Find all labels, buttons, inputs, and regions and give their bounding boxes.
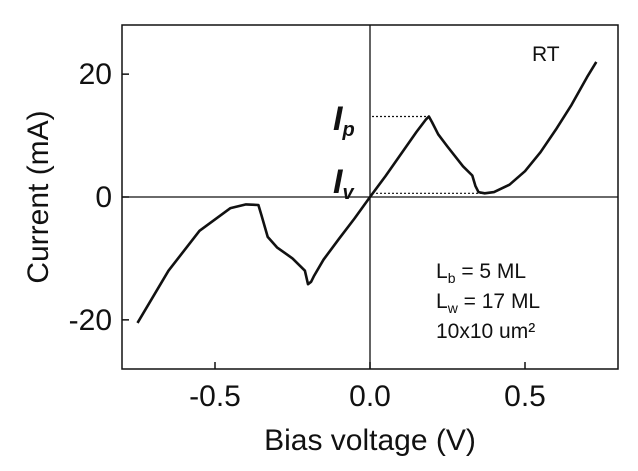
well-width-label: Lw = 17 ML bbox=[436, 290, 540, 316]
barrier-width-label: Lb = 5 ML bbox=[436, 260, 526, 286]
x-tick-label: -0.5 bbox=[189, 380, 241, 413]
y-tick-label: 20 bbox=[79, 58, 112, 91]
valley-current-label: Iv bbox=[333, 163, 355, 204]
x-tick-label: 0.5 bbox=[504, 380, 546, 413]
device-area-label: 10x10 um² bbox=[436, 320, 535, 343]
iv-curve-line bbox=[136, 61, 598, 324]
x-axis-title: Bias voltage (V) bbox=[264, 424, 476, 457]
x-ticks: -0.5 0.0 0.5 bbox=[189, 362, 546, 413]
y-ticks: -20 0 20 bbox=[69, 58, 129, 337]
temperature-label: RT bbox=[532, 43, 560, 66]
x-tick-label: 0.0 bbox=[349, 380, 391, 413]
y-axis-title: Current (mA) bbox=[22, 110, 55, 283]
peak-current-label: Ip bbox=[333, 100, 355, 141]
y-tick-label: -20 bbox=[69, 304, 112, 337]
y-tick-label: 0 bbox=[95, 181, 112, 214]
